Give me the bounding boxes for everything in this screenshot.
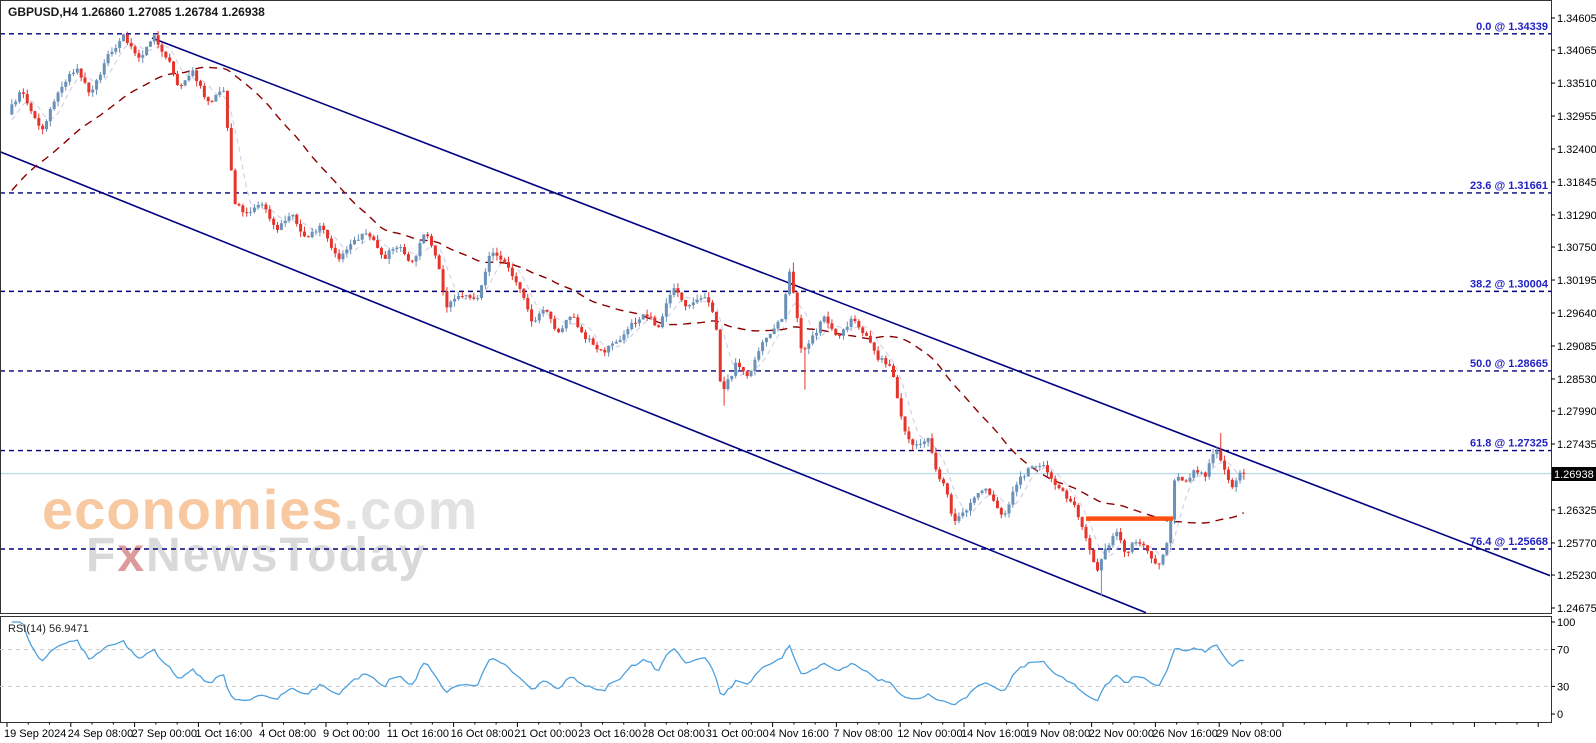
time-axis-label: 19 Nov 08:00 — [1025, 728, 1090, 740]
price-axis-label: 1.24675 — [1557, 603, 1596, 615]
time-axis-label: 22 Nov 00:00 — [1089, 728, 1154, 740]
rsi-indicator-label: RSI(14) 56.9471 — [8, 623, 89, 635]
price-axis-label: 1.31845 — [1557, 177, 1596, 189]
watermark-subbrand: FxNewsToday — [86, 529, 428, 582]
time-axis-label: 9 Oct 00:00 — [323, 728, 380, 740]
time-axis-label: 19 Sep 2024 — [4, 728, 66, 740]
trend-channel-lines[interactable] — [0, 37, 1551, 613]
price-axis-label: 1.30750 — [1557, 242, 1596, 254]
time-axis-label: 1 Oct 16:00 — [195, 728, 252, 740]
price-axis-label: 1.28530 — [1557, 374, 1596, 386]
fib-level-label: 61.8 @ 1.27325 — [1470, 438, 1548, 450]
price-axis-label: 1.29085 — [1557, 341, 1596, 353]
price-axis[interactable]: 1.34605 1.34065 1.33510 1.32955 1.32400 1.318… — [1551, 13, 1596, 615]
slow-moving-average — [11, 66, 1245, 524]
time-axis-label: 31 Oct 00:00 — [706, 728, 769, 740]
fibonacci-retracement-lines[interactable]: 0.0 @ 1.34339 23.6 @ 1.31661 38.2 @ 1.3000… — [0, 21, 1551, 550]
time-axis-label: 23 Oct 16:00 — [578, 728, 641, 740]
rsi-indicator-panel: 100 70 30 0 — [0, 617, 1575, 721]
rsi-axis-label: 0 — [1557, 709, 1563, 721]
current-price-tag: 1.26938 — [1552, 467, 1596, 481]
symbol-ohlc-title: GBPUSD,H4 1.26860 1.27085 1.26784 1.2693… — [8, 5, 265, 19]
price-axis-label: 1.30195 — [1557, 275, 1596, 287]
time-axis-label: 27 Sep 00:00 — [132, 728, 197, 740]
price-axis-label: 1.34605 — [1557, 13, 1596, 25]
price-axis-label: 1.34065 — [1557, 45, 1596, 57]
price-axis-label: 1.33510 — [1557, 78, 1596, 90]
candlestick-series — [10, 31, 1246, 597]
price-axis-label: 1.26325 — [1557, 505, 1596, 517]
time-axis-label: 24 Sep 08:00 — [68, 728, 133, 740]
time-axis-label: 4 Oct 08:00 — [259, 728, 316, 740]
watermark-domain: .com — [343, 478, 479, 541]
rsi-axis-label: 30 — [1557, 681, 1569, 693]
time-axis-label: 12 Nov 00:00 — [897, 728, 962, 740]
fib-level-label: 23.6 @ 1.31661 — [1470, 180, 1548, 192]
time-axis-label: 21 Oct 00:00 — [514, 728, 577, 740]
time-axis-label: 28 Oct 08:00 — [642, 728, 705, 740]
rsi-axis-label: 70 — [1557, 645, 1569, 657]
watermark-brand-line: economies.com — [42, 482, 478, 538]
fib-level-label: 38.2 @ 1.30004 — [1470, 278, 1549, 290]
watermark: economies.com FxNewsToday — [42, 482, 478, 580]
watermark-x-glyph: x — [117, 529, 147, 582]
fib-level-label: 0.0 @ 1.34339 — [1476, 21, 1548, 33]
price-axis-label: 1.27990 — [1557, 406, 1596, 418]
panel-frames — [0, 0, 1552, 723]
current-price-value: 1.26938 — [1554, 469, 1594, 481]
fast-moving-average — [11, 43, 1245, 557]
price-axis-label: 1.29640 — [1557, 308, 1596, 320]
time-axis-label: 4 Nov 16:00 — [770, 728, 829, 740]
price-axis-label: 1.32955 — [1557, 111, 1596, 123]
watermark-brand: economies — [42, 478, 344, 541]
time-axis-label: 7 Nov 08:00 — [833, 728, 892, 740]
price-axis-label: 1.25770 — [1557, 538, 1596, 550]
fib-level-label: 76.4 @ 1.25668 — [1470, 536, 1548, 548]
time-axis-label: 16 Oct 08:00 — [451, 728, 514, 740]
price-axis-label: 1.32400 — [1557, 144, 1596, 156]
rsi-line — [11, 621, 1244, 706]
time-axis-label: 29 Nov 08:00 — [1216, 728, 1281, 740]
price-axis-label: 1.31290 — [1557, 210, 1596, 222]
time-axis-label: 11 Oct 16:00 — [387, 728, 449, 740]
price-axis-label: 1.27435 — [1557, 439, 1596, 451]
time-axis-label: 14 Nov 16:00 — [961, 728, 1026, 740]
price-axis-label: 1.25230 — [1557, 570, 1596, 582]
fib-level-label: 50.0 @ 1.28665 — [1470, 358, 1548, 370]
rsi-axis-label: 100 — [1557, 617, 1575, 629]
time-axis-label: 26 Nov 16:00 — [1152, 728, 1217, 740]
